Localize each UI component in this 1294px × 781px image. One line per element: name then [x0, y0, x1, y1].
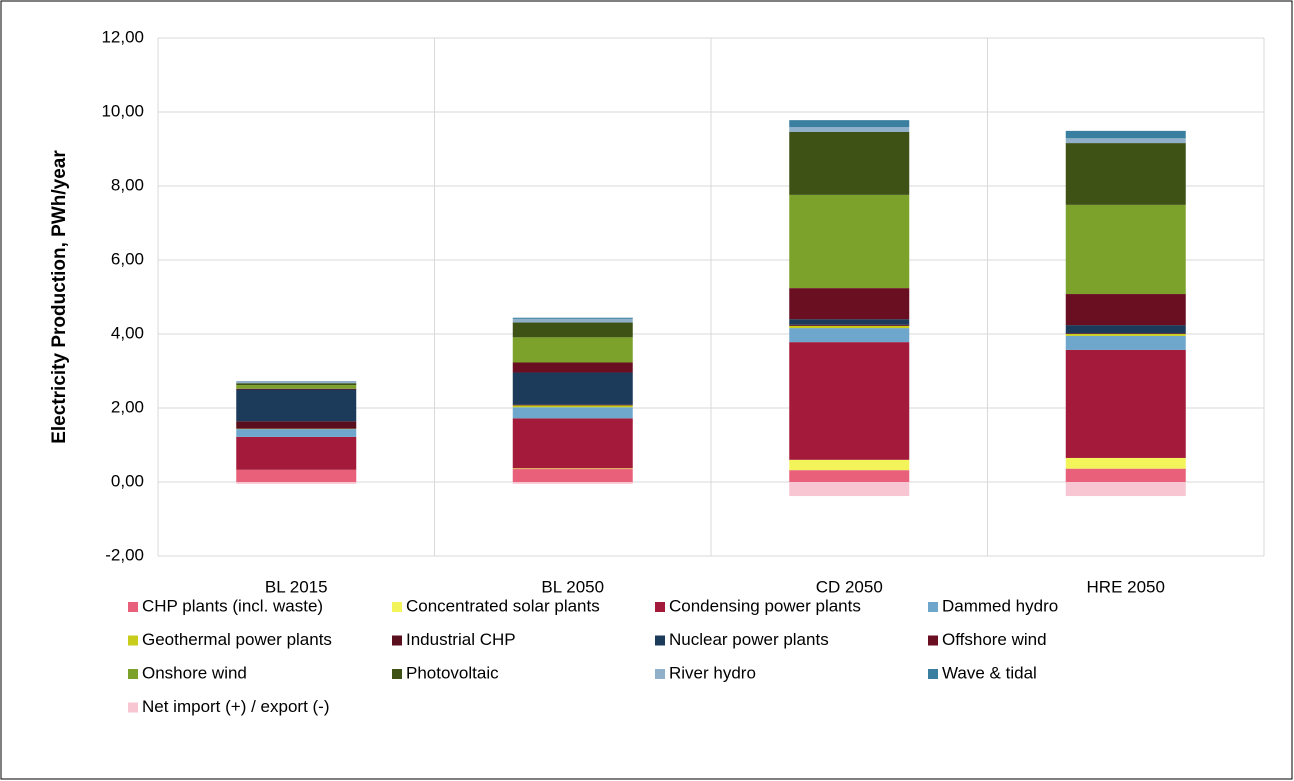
bar-segment	[512, 362, 633, 373]
bar-segment	[512, 404, 633, 406]
legend-swatch	[128, 702, 138, 713]
bar-segment	[236, 389, 357, 422]
legend-label: Offshore wind	[942, 630, 1047, 649]
bar-segment	[789, 482, 910, 497]
legend-label: Condensing power plants	[669, 596, 861, 615]
bar-segment	[512, 468, 633, 470]
bar-segment	[1065, 204, 1186, 295]
legend-label: Concentrated solar plants	[406, 596, 600, 615]
bar-segment	[789, 194, 910, 289]
y-tick-label: 8,00	[111, 175, 144, 194]
y-tick-label: 4,00	[111, 323, 144, 342]
bar-segment	[1065, 130, 1186, 139]
legend-swatch	[928, 602, 938, 612]
y-tick-label: -2,00	[105, 545, 144, 564]
bar-segment	[789, 325, 910, 329]
legend-label: CHP plants (incl. waste)	[142, 596, 323, 615]
bar-segment	[512, 337, 633, 363]
bar-segment	[236, 383, 357, 386]
bar-segment	[789, 127, 910, 132]
legend-swatch	[392, 669, 402, 679]
y-axis-label: Electricity Production, PWh/year	[49, 150, 70, 444]
legend-label: Dammed hydro	[942, 596, 1058, 615]
legend-label: Wave & tidal	[942, 663, 1037, 682]
bar-segment	[512, 372, 633, 405]
bar-segment	[789, 459, 910, 471]
legend-swatch	[655, 635, 665, 646]
legend-label: Photovoltaic	[406, 663, 499, 682]
bar-segment	[236, 388, 357, 390]
bar-segment	[789, 324, 910, 326]
bar-segment	[789, 288, 910, 320]
bar-segment	[789, 319, 910, 325]
bar-segment	[512, 405, 633, 408]
bar-segment	[1065, 335, 1186, 350]
bar-segment	[1065, 457, 1186, 469]
legend-swatch	[928, 635, 938, 646]
legend-label: Nuclear power plants	[669, 630, 829, 649]
legend-label: Industrial CHP	[406, 630, 516, 649]
legend-swatch	[392, 635, 402, 646]
legend-swatch	[128, 602, 138, 612]
legend-swatch	[655, 602, 665, 612]
bar-segment	[1065, 482, 1186, 497]
bar-segment	[789, 342, 910, 460]
bar-segment	[1065, 349, 1186, 458]
y-tick-label: 0,00	[111, 471, 144, 490]
bar-segment	[236, 469, 357, 482]
bar-segment	[512, 482, 633, 484]
bar-segment	[789, 120, 910, 128]
legend-label: Net import (+) / export (-)	[142, 697, 330, 716]
bar-segment	[789, 470, 910, 482]
x-tick-label: CD 2050	[816, 577, 883, 596]
y-tick-label: 2,00	[111, 397, 144, 416]
bar-segment	[1065, 325, 1186, 334]
bar-segment	[1065, 334, 1186, 336]
bar-segment	[512, 322, 633, 338]
x-tick-label: BL 2050	[541, 577, 604, 596]
bar-segment	[512, 317, 633, 319]
bar-segment	[512, 469, 633, 482]
bar-segment	[236, 436, 357, 470]
bar-segment	[236, 429, 357, 437]
legend-swatch	[392, 602, 402, 612]
bar-segment	[1065, 333, 1186, 334]
bar-segment	[236, 421, 357, 429]
x-tick-label: HRE 2050	[1087, 577, 1165, 596]
y-tick-label: 12,00	[101, 27, 144, 46]
bar-segment	[1065, 138, 1186, 144]
bar-segment	[236, 482, 357, 484]
legend-label: River hydro	[669, 663, 756, 682]
bar-segment	[512, 418, 633, 469]
legend-label: Geothermal power plants	[142, 630, 332, 649]
bar-segment	[512, 318, 633, 323]
bar-segment	[789, 328, 910, 343]
legend-label: Onshore wind	[142, 663, 247, 682]
bar-segment	[1065, 294, 1186, 326]
legend-swatch	[128, 635, 138, 646]
legend-swatch	[655, 669, 665, 679]
bar-segment	[236, 385, 357, 389]
bar-segment	[1065, 143, 1186, 205]
bar-segment	[236, 380, 357, 384]
y-tick-label: 6,00	[111, 249, 144, 268]
x-tick-label: BL 2015	[265, 577, 328, 596]
y-tick-label: 10,00	[101, 101, 144, 120]
bar-segment	[1065, 468, 1186, 482]
legend-swatch	[128, 669, 138, 679]
bar-segment	[512, 407, 633, 419]
bar-segment	[789, 131, 910, 195]
legend-swatch	[928, 669, 938, 679]
